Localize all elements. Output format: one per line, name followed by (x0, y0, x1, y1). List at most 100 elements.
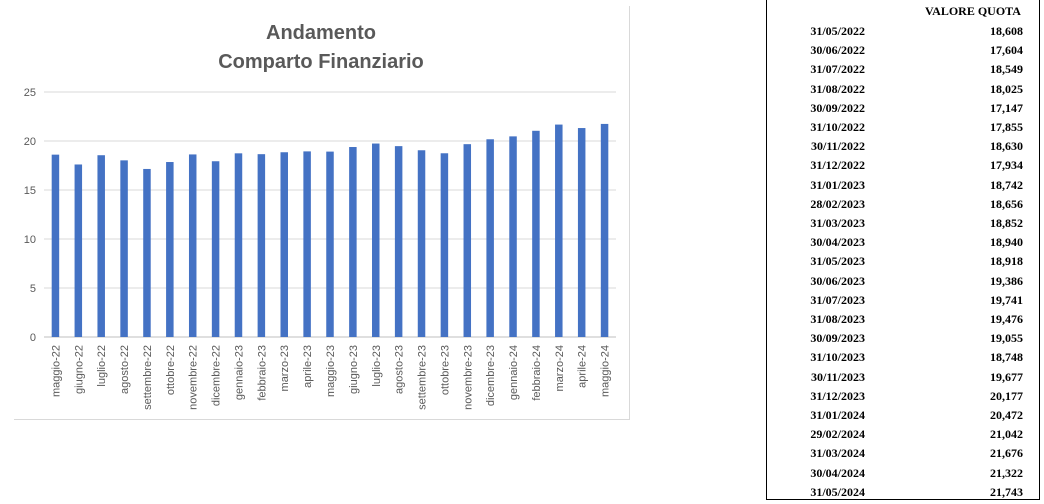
row-date: 31/05/2024 (810, 484, 865, 499)
y-tick-label: 0 (30, 332, 36, 344)
x-tick-label: giugno-22 (73, 345, 85, 394)
x-tick-label: settembre-23 (417, 345, 429, 410)
y-tick-label: 15 (24, 185, 36, 197)
bar-marzo-23 (280, 152, 288, 337)
table-row: 28/02/2023 18,656 (767, 195, 1039, 214)
x-tick-label: marzo-23 (279, 345, 291, 391)
row-date: 31/03/2024 (810, 446, 865, 461)
chart-area: Andamento Comparto Finanziario 0 5 10 15 20 2… (14, 6, 630, 420)
x-tick-label: maggio-22 (50, 345, 62, 397)
bar-settembre-23 (417, 150, 426, 337)
bar-ottobre-23 (440, 153, 449, 337)
row-date: 31/12/2023 (810, 388, 865, 403)
table-row: 30/04/2024 21,322 (767, 464, 1039, 483)
x-tick-label: settembre-22 (142, 345, 154, 410)
table-row: 31/10/2023 18,748 (767, 348, 1039, 367)
x-tick-label: giugno-23 (348, 345, 360, 394)
row-value: 19,055 (990, 331, 1023, 346)
table-row: 31/01/2024 20,472 (767, 406, 1039, 425)
table-row: 30/06/2022 17,604 (767, 41, 1039, 60)
row-date: 31/03/2023 (810, 216, 865, 230)
table-row: 31/03/2023 18,852 (767, 214, 1039, 233)
row-date: 28/02/2023 (810, 196, 865, 211)
row-value: 20,177 (990, 388, 1023, 403)
row-date: 31/07/2022 (810, 62, 865, 77)
bars (51, 123, 609, 338)
row-value: 18,025 (990, 81, 1023, 96)
row-value: 19,741 (990, 292, 1023, 307)
row-date: 31/08/2022 (810, 81, 865, 96)
table-row: 30/04/2023 18,940 (767, 233, 1039, 252)
row-date: 29/02/2024 (810, 427, 865, 442)
x-tick-label: dicembre-22 (211, 345, 223, 406)
table-row: 30/06/2023 19,386 (767, 272, 1039, 291)
bar-febbraio-24 (532, 130, 540, 337)
row-value: 21,042 (990, 427, 1023, 442)
bar-maggio-24 (600, 123, 609, 337)
x-tick-label: febbraio-24 (531, 345, 543, 401)
row-value: 19,386 (990, 273, 1023, 288)
table-row: 30/11/2022 18,630 (767, 137, 1039, 156)
table-row: 30/09/2023 19,055 (767, 329, 1039, 348)
bar-febbraio-23 (257, 154, 266, 337)
bar-dicembre-22 (211, 161, 220, 337)
row-value: 18,630 (990, 139, 1023, 154)
bar-aprile-23 (303, 151, 311, 337)
bar-giugno-23 (349, 147, 357, 337)
row-value: 18,656 (990, 196, 1023, 211)
table-row: 31/12/2023 20,177 (767, 387, 1039, 406)
row-value: 18,549 (990, 62, 1023, 77)
bar-agosto-23 (394, 146, 403, 337)
chart-title-line-2: Comparto Finanziario (218, 51, 424, 73)
row-value: 17,604 (990, 43, 1023, 58)
table-row: 29/02/2024 21,042 (767, 425, 1039, 444)
row-value: 18,940 (990, 235, 1023, 250)
table-header: VALORE QUOTA (767, 4, 1039, 20)
row-value: 19,476 (990, 312, 1023, 326)
bar-giugno-22 (74, 164, 83, 337)
y-tick-label: 20 (24, 136, 36, 148)
bar-agosto-22 (120, 160, 128, 337)
bar-novembre-23 (463, 144, 472, 337)
x-tick-label: gennaio-24 (508, 345, 520, 400)
x-tick-label: marzo-24 (554, 345, 566, 391)
x-tick-label: maggio-23 (325, 345, 337, 397)
row-date: 30/04/2023 (810, 235, 865, 250)
x-tick-label: ottobre-22 (165, 345, 177, 395)
table-row: 31/12/2022 17,934 (767, 156, 1039, 175)
table-row: 30/11/2023 19,677 (767, 368, 1039, 387)
quota-table: VALORE QUOTA 31/05/2022 18,608 30/06/2022 1… (766, 0, 1040, 500)
bar-gennaio-23 (234, 153, 243, 337)
table-row: 31/05/2023 18,918 (767, 252, 1039, 271)
table-row: 31/08/2022 18,025 (767, 80, 1039, 99)
row-date: 31/07/2023 (810, 292, 865, 307)
table-row: 31/01/2023 18,742 (767, 176, 1039, 195)
row-date: 31/01/2023 (810, 177, 865, 192)
table-row: 31/08/2023 19,476 (767, 310, 1039, 329)
table-row: 31/03/2024 21,676 (767, 444, 1039, 463)
x-tick-label: febbraio-23 (256, 345, 268, 401)
y-tick-label: 10 (24, 234, 36, 246)
x-axis-ticks: maggio-22 giugno-22 luglio-22 agosto-22 sett… (50, 345, 611, 410)
table-row: 31/07/2023 19,741 (767, 291, 1039, 310)
row-value: 19,677 (990, 369, 1023, 384)
table-row: 31/05/2024 21,743 (767, 483, 1039, 502)
row-date: 30/11/2023 (810, 369, 865, 384)
row-date: 30/06/2022 (810, 43, 865, 58)
row-date: 31/05/2022 (810, 24, 865, 38)
row-value: 18,608 (990, 24, 1023, 38)
bar-chart: Andamento Comparto Finanziario 0 5 10 15 20 2… (24, 22, 616, 410)
row-date: 31/12/2022 (810, 158, 865, 173)
x-tick-label: novembre-22 (188, 345, 200, 410)
x-tick-label: dicembre-23 (485, 345, 497, 406)
bar-novembre-22 (188, 154, 197, 337)
row-value: 21,322 (990, 465, 1023, 480)
row-date: 30/09/2022 (810, 100, 865, 115)
chart-title-line-1: Andamento (266, 22, 376, 44)
x-tick-label: luglio-23 (371, 345, 383, 387)
row-value: 18,852 (990, 216, 1023, 230)
row-value: 17,934 (990, 158, 1023, 173)
row-date: 31/08/2023 (810, 312, 865, 326)
column-header-valore-quota: VALORE QUOTA (925, 4, 1021, 18)
row-date: 30/06/2023 (810, 273, 865, 288)
